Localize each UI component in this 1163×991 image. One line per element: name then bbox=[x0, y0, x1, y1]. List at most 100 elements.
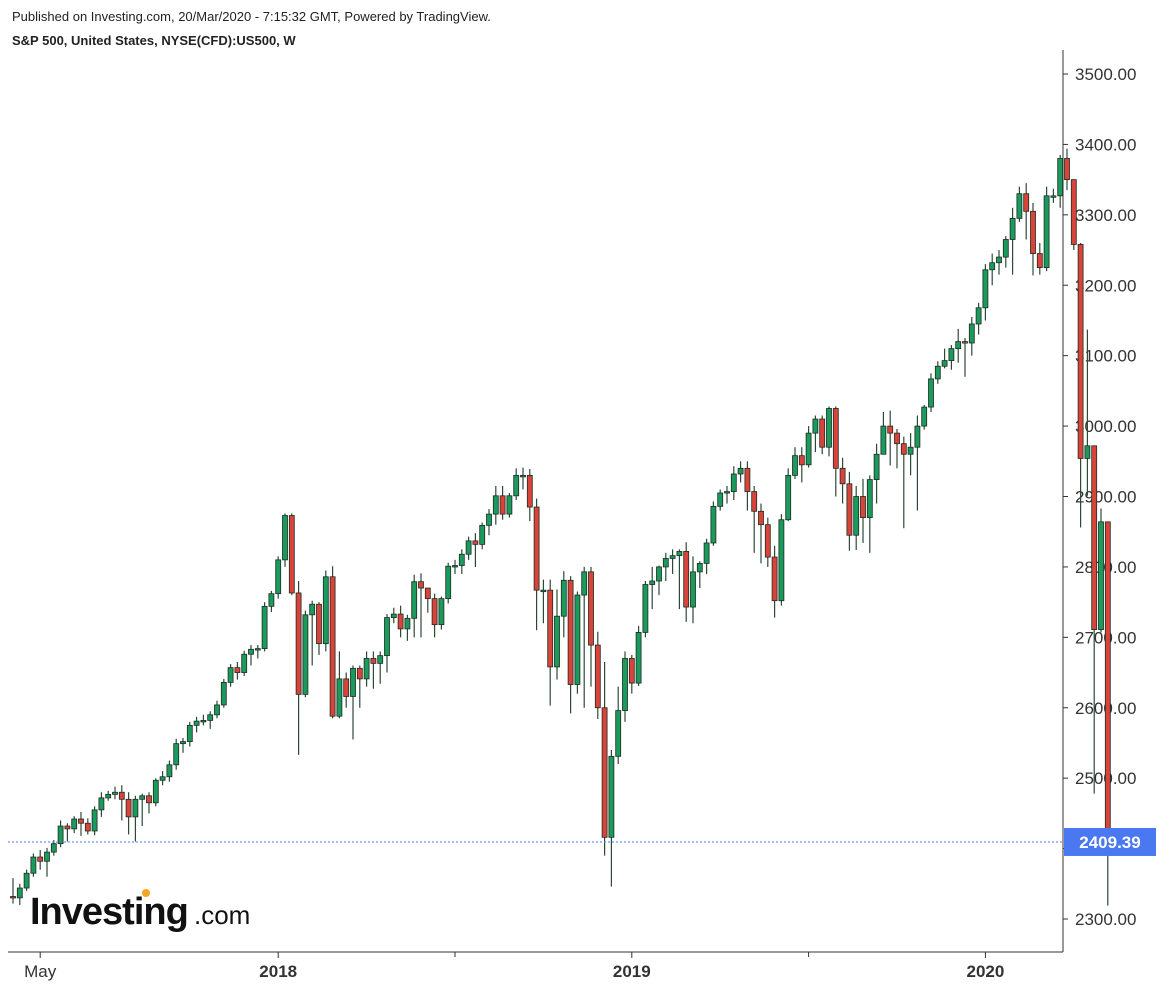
candle-body bbox=[98, 797, 105, 811]
candle-up bbox=[690, 556, 696, 624]
candle-body bbox=[894, 432, 900, 445]
candle-body bbox=[656, 566, 662, 582]
candle-body bbox=[1043, 195, 1050, 269]
candle-body bbox=[642, 584, 649, 633]
candle-up bbox=[928, 373, 934, 412]
candle-body bbox=[594, 644, 601, 709]
candle-up bbox=[30, 853, 37, 877]
candle-body bbox=[336, 678, 343, 717]
candle-body bbox=[785, 474, 792, 521]
candle-body bbox=[1104, 521, 1111, 843]
candle-body bbox=[44, 851, 50, 862]
candle-body bbox=[1002, 239, 1009, 258]
candle-down bbox=[37, 849, 44, 870]
candle-body bbox=[200, 720, 207, 723]
candle-body bbox=[615, 710, 622, 757]
candle-up bbox=[254, 645, 261, 659]
candle-body bbox=[1098, 521, 1104, 630]
candle-up bbox=[302, 610, 309, 698]
candle-down bbox=[764, 517, 771, 567]
candle-body bbox=[839, 467, 846, 485]
candle-up bbox=[554, 589, 560, 680]
candle-body bbox=[778, 519, 785, 602]
candle-up bbox=[1009, 207, 1016, 275]
candle-up bbox=[642, 581, 649, 638]
candle-body bbox=[465, 540, 472, 555]
candle-body bbox=[717, 492, 724, 507]
candle-up bbox=[826, 406, 832, 457]
candle-body bbox=[152, 779, 159, 804]
candle-body bbox=[384, 617, 390, 657]
candle-up bbox=[132, 795, 139, 842]
candle-up bbox=[941, 348, 948, 369]
candle-body bbox=[1030, 210, 1036, 254]
candle-body bbox=[724, 491, 730, 494]
price-tick-label: 3500.00 bbox=[1075, 65, 1136, 84]
candle-up bbox=[1057, 154, 1064, 208]
time-tick-label: May bbox=[24, 962, 57, 981]
price-tick-label: 2300.00 bbox=[1075, 910, 1136, 929]
candle-body bbox=[955, 341, 962, 350]
candle-body bbox=[302, 614, 309, 695]
candle-body bbox=[78, 818, 84, 824]
candle-up bbox=[186, 721, 193, 747]
candle-body bbox=[560, 579, 567, 617]
candle-body bbox=[934, 365, 941, 380]
candle-up bbox=[996, 250, 1002, 275]
candle-body bbox=[370, 658, 377, 664]
last-price-box bbox=[1064, 827, 1156, 856]
candle-up bbox=[282, 513, 288, 567]
candle-body bbox=[492, 495, 499, 515]
candle-body bbox=[64, 825, 71, 830]
candle-down bbox=[10, 878, 16, 904]
candle-up bbox=[907, 433, 914, 476]
candle-body bbox=[397, 613, 404, 630]
candle-up bbox=[778, 514, 785, 606]
candle-up bbox=[792, 447, 798, 479]
candle-up bbox=[513, 468, 520, 501]
candle-up bbox=[805, 426, 812, 468]
logo-dot-icon bbox=[142, 889, 150, 897]
candle-body bbox=[132, 798, 139, 818]
candle-up bbox=[853, 485, 860, 551]
candle-body bbox=[486, 513, 492, 526]
candle-up bbox=[411, 574, 418, 638]
candle-up bbox=[207, 711, 214, 729]
price-tick-label: 2900.00 bbox=[1075, 488, 1136, 507]
candle-up bbox=[710, 501, 717, 546]
candle-body bbox=[873, 453, 880, 481]
candle-down bbox=[758, 503, 764, 564]
candle-down bbox=[431, 593, 438, 638]
candle-up bbox=[44, 847, 50, 877]
candle-body bbox=[288, 515, 295, 594]
candle-up bbox=[336, 651, 343, 719]
candle-body bbox=[254, 648, 261, 651]
candle-body bbox=[146, 795, 152, 804]
candle-down bbox=[1036, 243, 1043, 275]
candle-down bbox=[860, 478, 866, 543]
candle-body bbox=[418, 581, 424, 589]
candle-body bbox=[1057, 158, 1064, 197]
candle-down bbox=[819, 415, 826, 455]
candle-body bbox=[16, 887, 23, 899]
candle-body bbox=[1016, 193, 1023, 219]
candle-up bbox=[152, 778, 159, 807]
candle-down bbox=[125, 792, 132, 835]
candle-body bbox=[703, 542, 710, 564]
candle-up bbox=[390, 607, 397, 624]
candle-body bbox=[452, 565, 458, 568]
candle-up bbox=[227, 664, 234, 687]
candle-body bbox=[411, 581, 418, 619]
candle-up bbox=[98, 792, 105, 817]
candle-body bbox=[50, 843, 57, 853]
candle-up bbox=[91, 806, 98, 836]
candle-body bbox=[533, 506, 540, 591]
candle-body bbox=[975, 307, 982, 325]
candle-body bbox=[764, 524, 771, 558]
candle-body bbox=[635, 632, 642, 684]
candle-body bbox=[506, 495, 513, 515]
candle-down bbox=[329, 566, 336, 719]
candle-down bbox=[499, 485, 506, 520]
candle-body bbox=[860, 496, 866, 519]
